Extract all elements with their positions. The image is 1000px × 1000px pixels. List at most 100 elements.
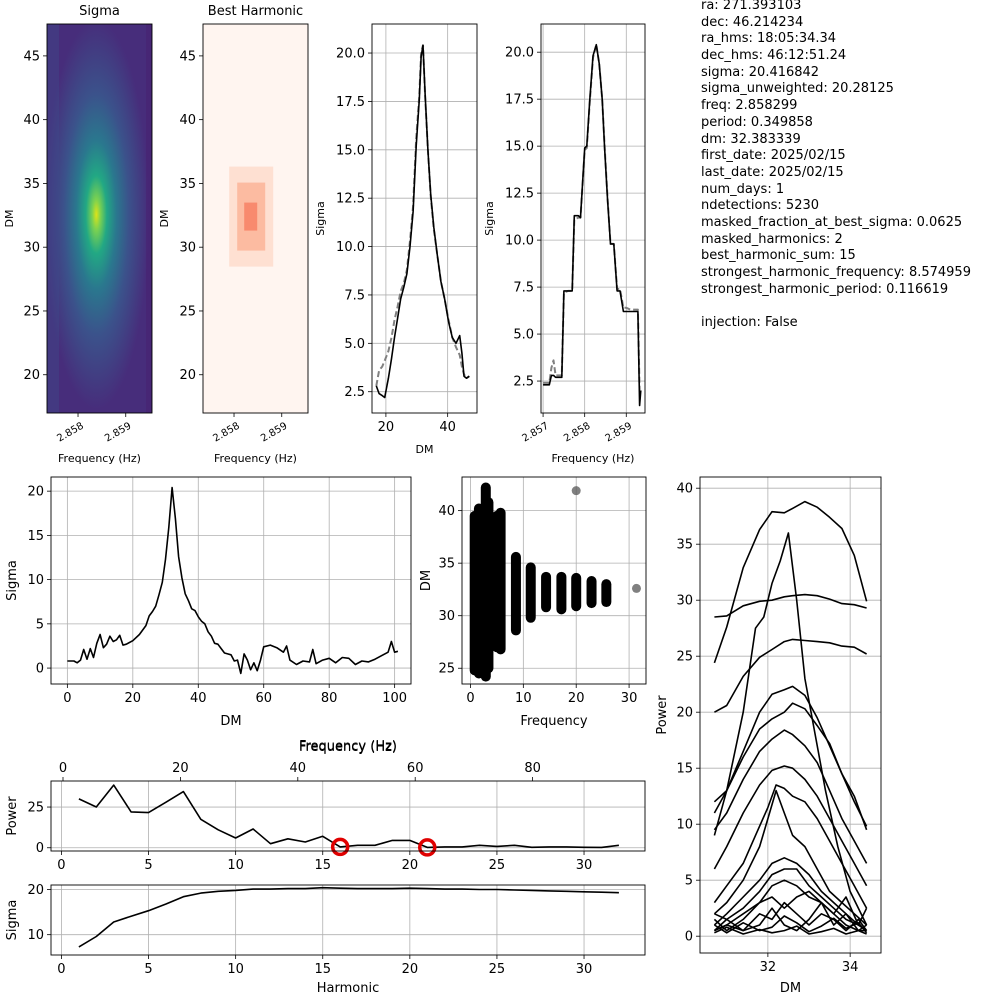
- y-tick-label: 25: [27, 801, 44, 816]
- masked-harmonic-marker: [418, 838, 437, 857]
- y-axis-label: Sigma: [483, 201, 496, 235]
- y-tick-label: 12.5: [336, 192, 365, 207]
- x-tick-label: 30: [576, 858, 593, 873]
- x-tick-label: 30: [621, 691, 638, 706]
- y-tick-label: 30: [179, 241, 196, 256]
- heatmap-image: [47, 24, 152, 413]
- plot-area: [543, 43, 642, 407]
- y-tick-label: 20: [27, 485, 44, 500]
- x-tick-label: 100: [382, 691, 407, 706]
- y-tick-label: 0: [36, 662, 44, 677]
- top-x-tick-label: 60: [407, 761, 424, 776]
- y-tick-label: 10: [676, 818, 693, 833]
- plot-area: [78, 784, 619, 857]
- x-axis-label: DM: [416, 443, 434, 456]
- metadata-line: dm: 32.383339: [701, 131, 801, 147]
- y-axis-label: DM: [3, 210, 16, 228]
- axes-frame: [371, 23, 478, 414]
- power-curve: [713, 915, 868, 934]
- power-curve: [713, 500, 868, 664]
- metadata-line: masked_fraction_at_best_sigma: 0.0625: [701, 214, 963, 230]
- metadata-line: ra: 271.393103: [701, 0, 802, 13]
- series-line: [78, 886, 619, 948]
- y-tick-label: 20: [676, 706, 693, 721]
- top-x-axis-label: Frequency (Hz): [299, 740, 397, 755]
- x-axis-label: Harmonic: [317, 981, 379, 996]
- x-tick-label: 2.859: [103, 421, 133, 445]
- chart-panel-3: 20 40 2.5 5.0 7.5 10.0 12.5 15.0 17.5 20.0 DM Sigma: [314, 23, 478, 456]
- chart-panel-1: 2.858 2.859 20 25 30 35 40 45 Frequency (Hz) DM Si…: [3, 4, 153, 465]
- y-tick-label: 20: [179, 368, 196, 383]
- x-tick-label: 80: [321, 691, 338, 706]
- x-axis-label: Frequency (Hz): [552, 452, 635, 465]
- y-tick-label: 35: [23, 177, 40, 192]
- metadata-line: period: 0.349858: [701, 114, 813, 130]
- x-tick-label: 20: [378, 420, 395, 435]
- y-tick-label: 10.0: [336, 240, 365, 255]
- axes-frame: [50, 476, 412, 685]
- chart-panel-2: 2.858 2.859 20 25 30 35 40 45 Frequency (Hz) DM Be…: [158, 4, 309, 465]
- plot-area: [375, 44, 470, 399]
- axes-frame: [50, 884, 646, 956]
- x-tick-label: 0: [63, 691, 71, 706]
- axes-frame: [50, 780, 646, 852]
- axes-frame: [46, 23, 153, 414]
- power-curve: [713, 789, 868, 926]
- x-tick-label: 32: [760, 960, 777, 975]
- axes-frame: [699, 476, 882, 954]
- y-tick-label: 40: [438, 504, 455, 519]
- x-tick-label: 5: [144, 858, 152, 873]
- chart-title: Best Harmonic: [208, 4, 303, 19]
- y-tick-label: 45: [179, 49, 196, 64]
- y-tick-label: 5: [36, 617, 44, 632]
- y-tick-label: 30: [438, 609, 455, 624]
- plot-area: [47, 24, 152, 413]
- y-axis-label: DM: [158, 210, 171, 228]
- y-tick-label: 40: [179, 113, 196, 128]
- y-tick-label: 17.5: [336, 95, 365, 110]
- y-tick-label: 0: [36, 841, 44, 856]
- plot-area: [78, 886, 619, 948]
- y-tick-label: 7.5: [344, 288, 365, 303]
- x-tick-label: 10: [227, 858, 244, 873]
- y-tick-label: 5.0: [344, 337, 365, 352]
- y-tick-label: 10: [27, 928, 44, 943]
- series-line-solid: [375, 44, 470, 399]
- x-tick-label: 20: [402, 858, 419, 873]
- y-tick-label: 25: [676, 650, 693, 665]
- power-curve: [714, 879, 867, 932]
- power-curve: [713, 729, 868, 864]
- y-tick-label: 2.5: [513, 375, 534, 390]
- x-tick-label: 25: [489, 962, 506, 977]
- x-tick-label: 20: [402, 962, 419, 977]
- top-x-tick-label: 80: [524, 761, 541, 776]
- power-curve: [713, 532, 868, 926]
- chart-panel-7: 32 34 0 5 10 15 20 25 30 35 40 DM Power: [655, 476, 882, 996]
- y-tick-label: 35: [676, 538, 693, 553]
- power-curve: [713, 784, 868, 909]
- plot-area: [67, 486, 399, 675]
- y-tick-label: 25: [23, 304, 40, 319]
- x-tick-label: 0: [57, 962, 65, 977]
- y-tick-label: 30: [23, 241, 40, 256]
- y-tick-label: 10: [27, 573, 44, 588]
- y-axis-label: Power: [655, 695, 670, 735]
- y-axis-label: DM: [419, 570, 434, 591]
- y-tick-label: 40: [23, 113, 40, 128]
- x-tick-label: 2.859: [259, 421, 289, 445]
- heatmap-edge-band: [146, 24, 152, 413]
- y-tick-label: 20: [27, 883, 44, 898]
- chart-panel-5: 0 20 40 60 80 100 0 5 10 15 20 DM Sigma: [5, 476, 412, 729]
- power-curve: [713, 765, 868, 887]
- x-tick-label: 10: [515, 691, 532, 706]
- chart-panel-4: 2.857 2.858 2.859 2.5 5.0 7.5 10.0 12.5 15.0 17.5…: [483, 23, 646, 465]
- x-axis-label: Frequency (Hz): [299, 739, 397, 754]
- plot-area: [713, 500, 868, 935]
- top-x-tick-label: 40: [290, 761, 307, 776]
- y-tick-label: 10.0: [505, 234, 534, 249]
- x-axis-label: Frequency (Hz): [58, 452, 141, 465]
- x-tick-label: 60: [255, 691, 272, 706]
- y-tick-label: 40: [676, 482, 693, 497]
- series-line: [67, 486, 399, 675]
- y-axis-label: Sigma: [314, 201, 327, 235]
